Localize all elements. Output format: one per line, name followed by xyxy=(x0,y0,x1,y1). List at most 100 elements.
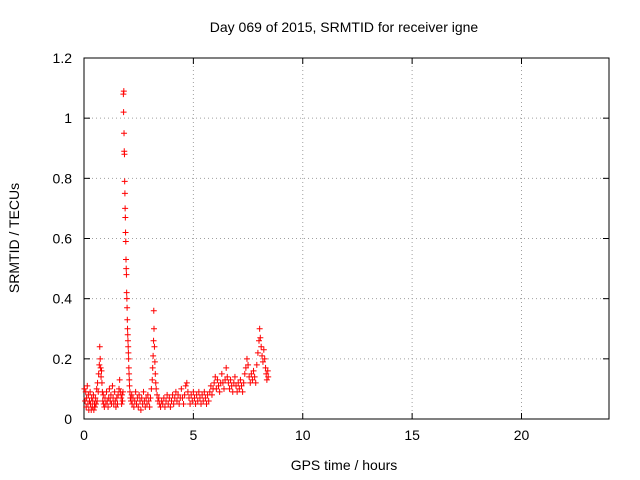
data-point xyxy=(125,349,132,356)
data-point xyxy=(247,379,254,386)
y-tick-label: 1.2 xyxy=(53,50,73,66)
data-point xyxy=(221,385,227,392)
data-point xyxy=(265,373,272,380)
data-point xyxy=(107,391,114,398)
x-tick-label: 20 xyxy=(514,427,530,443)
data-point xyxy=(126,370,133,377)
data-point xyxy=(125,343,132,350)
data-point xyxy=(254,349,261,356)
data-point xyxy=(131,397,138,404)
data-point xyxy=(147,394,154,401)
data-point xyxy=(152,370,159,377)
data-point xyxy=(183,379,190,386)
data-point xyxy=(258,343,265,350)
data-point xyxy=(175,391,182,398)
data-point xyxy=(150,337,157,344)
data-point xyxy=(122,214,129,221)
data-point xyxy=(242,364,249,371)
data-point xyxy=(253,361,260,368)
data-point xyxy=(124,304,131,311)
data-point xyxy=(250,367,257,374)
data-point xyxy=(248,370,255,377)
data-point xyxy=(211,379,218,386)
data-point xyxy=(259,352,266,359)
data-point xyxy=(243,355,250,362)
data-point xyxy=(121,190,128,197)
data-point xyxy=(233,382,240,389)
data-point xyxy=(167,403,174,410)
data-point xyxy=(173,397,180,404)
data-point xyxy=(83,403,90,410)
data-point xyxy=(151,343,158,350)
data-point xyxy=(118,394,125,401)
data-point xyxy=(105,403,112,410)
chart-title: Day 069 of 2015, SRMTID for receiver ign… xyxy=(210,19,479,35)
data-point xyxy=(166,394,173,401)
data-point xyxy=(97,355,104,362)
data-point xyxy=(189,397,196,404)
data-point xyxy=(218,370,225,377)
data-point xyxy=(246,373,253,380)
x-tick-label: 15 xyxy=(404,427,420,443)
data-point xyxy=(121,130,128,137)
data-point xyxy=(236,385,243,392)
data-point xyxy=(201,388,208,395)
x-axis-label: GPS time / hours xyxy=(291,457,398,473)
data-point xyxy=(94,397,101,404)
data-point xyxy=(153,385,160,392)
data-point xyxy=(237,376,244,383)
data-point xyxy=(135,403,142,410)
data-point xyxy=(219,379,226,386)
data-point xyxy=(93,385,100,392)
data-points xyxy=(81,88,272,413)
data-point xyxy=(119,391,126,398)
data-point xyxy=(238,382,245,389)
data-point xyxy=(240,379,247,386)
data-point xyxy=(112,403,119,410)
data-point xyxy=(190,388,197,395)
data-point xyxy=(263,370,270,377)
data-point xyxy=(122,229,129,236)
data-point xyxy=(100,391,107,398)
data-point xyxy=(133,400,140,407)
data-point xyxy=(259,358,266,365)
data-point xyxy=(178,385,185,392)
data-point xyxy=(249,376,256,383)
y-tick-label: 0 xyxy=(64,411,72,427)
data-point xyxy=(119,397,126,404)
data-point xyxy=(239,388,246,395)
y-tick-label: 1 xyxy=(64,110,72,126)
data-point xyxy=(193,391,200,398)
data-point xyxy=(150,352,157,359)
data-point xyxy=(124,337,131,344)
data-point xyxy=(256,337,262,344)
data-point xyxy=(116,385,122,392)
data-point xyxy=(111,388,118,395)
data-point xyxy=(207,382,214,389)
data-point xyxy=(125,355,132,362)
data-point xyxy=(98,373,105,380)
data-point xyxy=(195,388,202,395)
data-point xyxy=(251,373,258,380)
y-tick-label: 0.2 xyxy=(53,351,73,367)
data-point xyxy=(136,391,143,398)
data-point xyxy=(144,391,151,398)
data-point xyxy=(225,379,232,386)
data-point xyxy=(123,295,130,302)
data-point xyxy=(169,391,176,398)
data-point xyxy=(146,403,153,410)
data-point xyxy=(224,373,231,380)
data-point xyxy=(163,397,170,404)
y-tick-label: 0.8 xyxy=(53,170,73,186)
grid-lines xyxy=(84,58,609,419)
data-point xyxy=(199,391,206,398)
data-point xyxy=(214,376,221,383)
data-point xyxy=(179,394,186,401)
data-point xyxy=(126,388,133,395)
data-point xyxy=(194,397,201,404)
data-point xyxy=(231,373,238,380)
data-point xyxy=(107,397,114,404)
data-point xyxy=(116,376,123,383)
data-point xyxy=(187,400,194,407)
